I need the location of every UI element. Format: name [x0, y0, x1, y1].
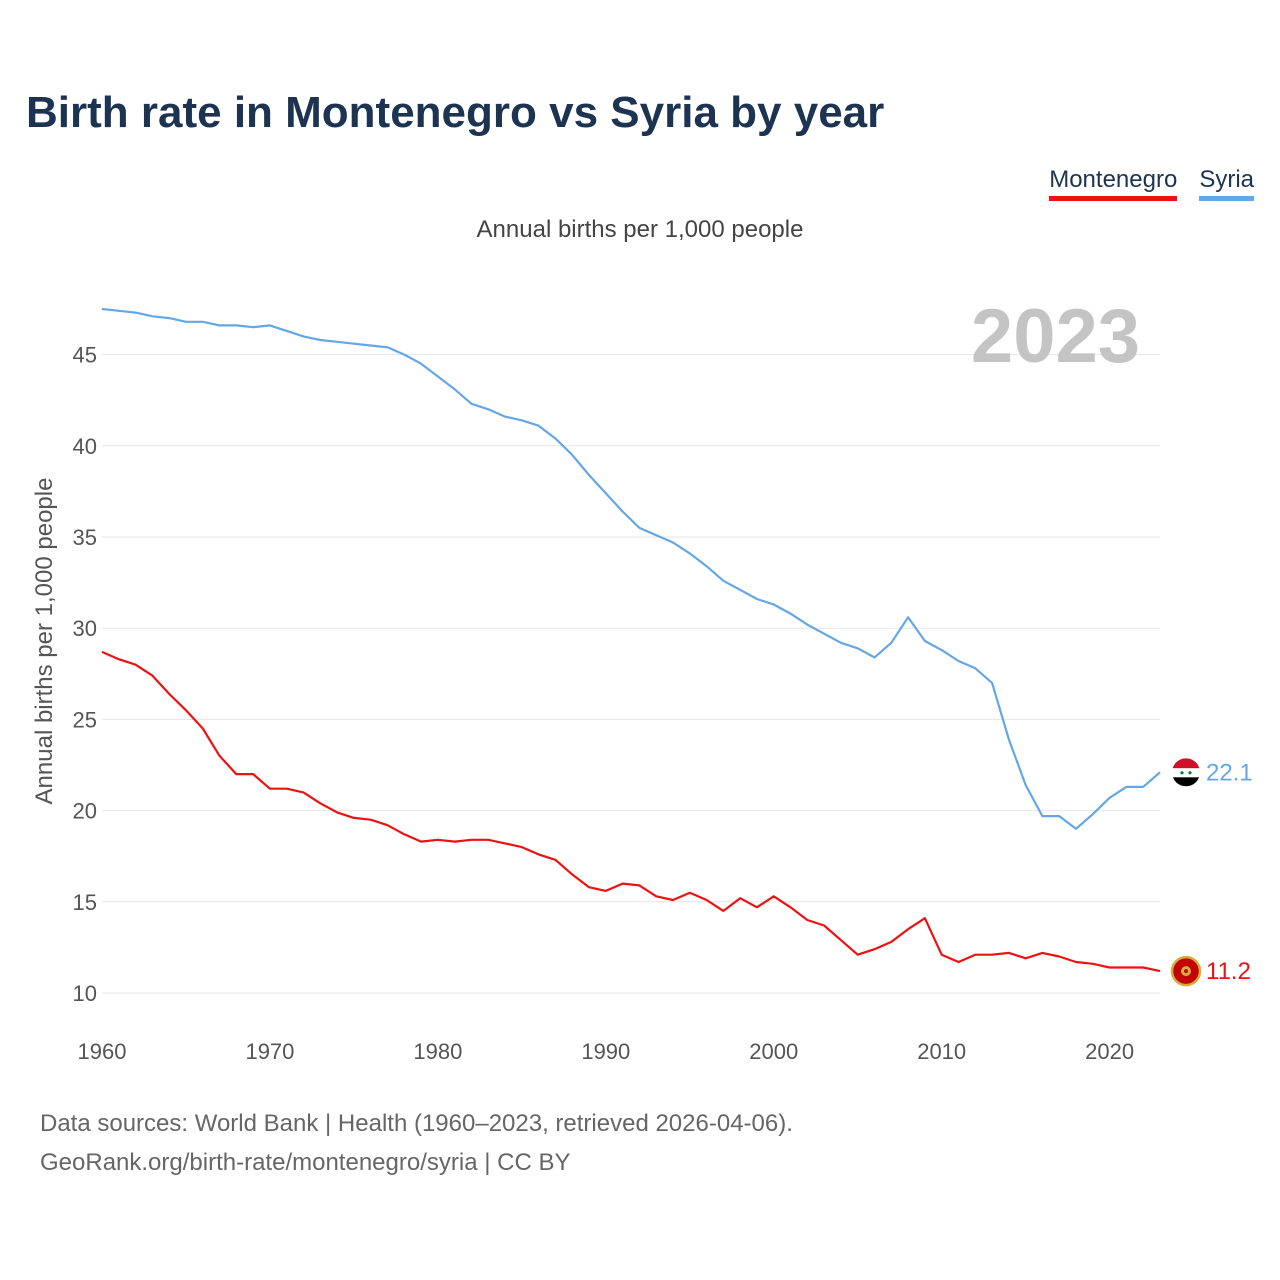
x-tick-label: 2000 [749, 1039, 798, 1064]
series-line-montenegro[interactable] [101, 650, 1161, 973]
y-tick-label: 10 [73, 981, 97, 1006]
y-tick-label: 40 [73, 434, 97, 459]
montenegro-flag-icon [1170, 955, 1202, 987]
end-labels: 11.2 22.1 [1206, 759, 1253, 985]
y-tick-label: 25 [73, 707, 97, 732]
y-tick-label: 45 [73, 343, 97, 368]
y-tick-label: 30 [73, 616, 97, 641]
legend-item-montenegro[interactable]: Montenegro [1049, 166, 1178, 201]
y-tick-label: 20 [73, 799, 97, 824]
x-axis-ticks: 1960 1970 1980 1990 2000 2010 2020 [78, 1039, 1135, 1064]
y-axis-label: Annual births per 1,000 people [31, 478, 58, 805]
end-label-syria: 22.1 [1206, 759, 1253, 786]
data-source: Data sources: World Bank | Health (1960–… [40, 1104, 793, 1182]
source-link[interactable]: GeoRank.org/birth-rate/montenegro/syria … [40, 1149, 571, 1176]
y-axis-ticks: 10 15 20 25 30 35 40 45 [73, 343, 97, 1006]
line-chart: 2023 10 15 20 25 30 35 40 45 1960 1970 1980 1990 20… [31, 294, 1253, 1064]
x-tick-label: 1980 [413, 1039, 462, 1064]
chart-subtitle: Annual births per 1,000 people [476, 216, 804, 243]
legend: Montenegro Syria [1049, 166, 1254, 201]
x-tick-label: 2020 [1085, 1039, 1134, 1064]
y-tick-label: 15 [73, 890, 97, 915]
x-tick-label: 1990 [581, 1039, 630, 1064]
x-tick-label: 1960 [78, 1039, 127, 1064]
chart-title: Birth rate in Montenegro vs Syria by yea… [26, 88, 885, 137]
x-tick-label: 2010 [917, 1039, 966, 1064]
syria-flag-icon [1172, 758, 1200, 787]
gridlines [102, 354, 1160, 994]
source-line-1: Data sources: World Bank | Health (1960–… [40, 1110, 793, 1137]
legend-item-syria[interactable]: Syria [1199, 166, 1254, 201]
y-tick-label: 35 [73, 525, 97, 550]
end-label-montenegro: 11.2 [1206, 958, 1251, 985]
x-tick-label: 1970 [245, 1039, 294, 1064]
year-watermark: 2023 [971, 294, 1140, 379]
end-markers [1170, 758, 1202, 987]
series-line-syria[interactable] [101, 307, 1161, 830]
series-lines [101, 307, 1161, 973]
